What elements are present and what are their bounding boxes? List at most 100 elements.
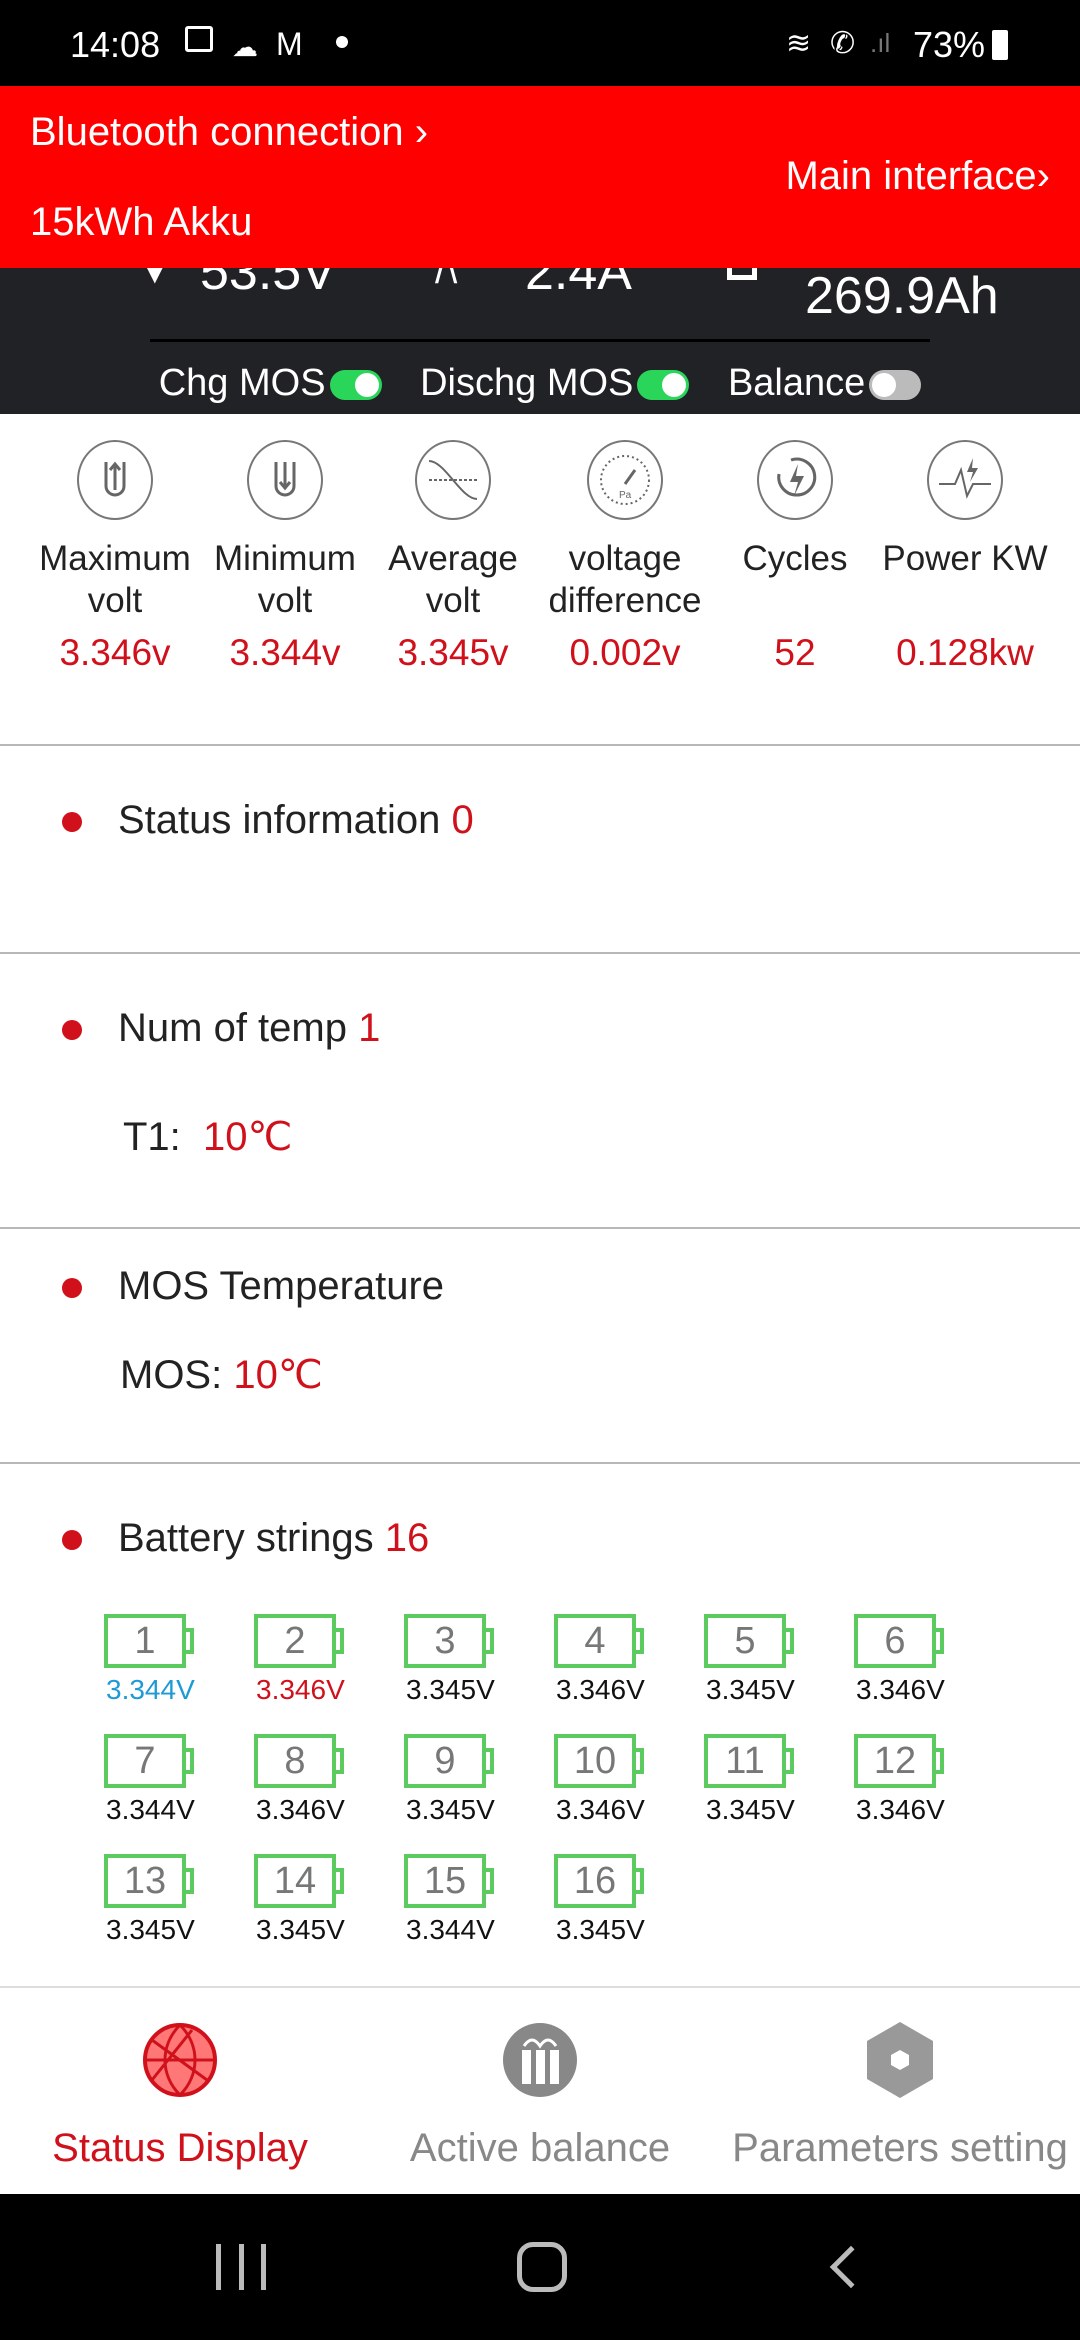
bluetooth-connection-link[interactable]: Bluetooth connection › <box>30 110 429 154</box>
num-of-temp: Num of temp 1 <box>118 1006 380 1051</box>
device-name: 15kWh Akku <box>30 200 253 244</box>
cell-voltage: 3.346V <box>556 1794 645 1825</box>
nav-parameters-setting[interactable]: Parameters setting <box>720 2020 1080 2171</box>
back-button[interactable] <box>829 2245 873 2289</box>
nav-label: Parameters setting <box>732 2126 1068 2170</box>
chg-mos-label: Chg MOS <box>158 362 326 404</box>
metric-voltage-difference: Pa voltage difference 0.002v <box>540 440 710 674</box>
metric-label: voltage difference <box>548 539 702 620</box>
bullet-icon <box>62 1020 82 1040</box>
nav-active-balance[interactable]: Active balance <box>360 2020 720 2171</box>
balance-toggle[interactable] <box>869 369 922 400</box>
battery-cell: 11 3.345V <box>674 1734 824 1826</box>
settings-hex-icon <box>867 2022 933 2098</box>
cell-number: 4 <box>554 1614 636 1668</box>
bullet-icon <box>62 812 82 832</box>
battery-cell: 3 3.345V <box>374 1614 524 1706</box>
wifi-icon: ≋ <box>786 27 812 60</box>
metric-avg-volt: Average volt 3.345v <box>368 440 538 674</box>
summary-panel: ▼ 53.5V /\ 2.4A 269.9Ah Chg MOS Dischg M… <box>0 268 1080 414</box>
metric-value: 3.344v <box>229 632 341 673</box>
cell-voltage: 3.346V <box>856 1794 945 1825</box>
cell-voltage: 3.345V <box>556 1914 645 1945</box>
min-volt-icon <box>247 440 323 520</box>
metric-min-volt: Minimum volt 3.344v <box>200 440 370 674</box>
balance-icon <box>503 2023 577 2097</box>
battery-cell-icon: 11 <box>704 1734 794 1788</box>
recent-apps-button[interactable] <box>216 2244 266 2290</box>
metric-label: Power KW <box>882 539 1048 578</box>
battery-cell: 8 3.346V <box>224 1734 374 1826</box>
battery-cell-icon: 5 <box>704 1614 794 1668</box>
metric-label: Maximum volt <box>39 539 191 620</box>
globe-icon <box>143 2023 217 2097</box>
wifi-call-icon: ✆ <box>830 27 856 60</box>
voltage-icon: ▼ <box>135 268 175 292</box>
cell-number: 2 <box>254 1614 336 1668</box>
cell-voltage: 3.346V <box>256 1674 345 1705</box>
battery-cell: 4 3.346V <box>524 1614 674 1706</box>
total-voltage: 53.5V <box>200 268 336 301</box>
cell-number: 12 <box>854 1734 936 1788</box>
cell-number: 13 <box>104 1854 186 1908</box>
t1-value: 10℃ <box>203 1115 293 1159</box>
divider <box>0 1462 1080 1464</box>
dischg-mos-toggle[interactable] <box>637 369 690 400</box>
nav-status-display[interactable]: Status Display <box>0 2020 360 2171</box>
battery-cell-icon: 10 <box>554 1734 644 1788</box>
battery-cell-icon: 15 <box>404 1854 494 1908</box>
t1-reading: T1: 10℃ <box>123 1114 292 1160</box>
home-button[interactable] <box>517 2242 567 2292</box>
metric-label: Average volt <box>388 539 518 620</box>
cell-voltage: 3.345V <box>106 1914 195 1945</box>
metric-max-volt: Maximum volt 3.346v <box>30 440 200 674</box>
battery-cell-icon: 9 <box>404 1734 494 1788</box>
battery-cell-icon: 7 <box>104 1734 194 1788</box>
battery-cell: 13 3.345V <box>74 1854 224 1946</box>
battery-cell-icon: 12 <box>854 1734 944 1788</box>
chg-mos-toggle[interactable] <box>329 369 382 400</box>
balance-label: Balance <box>727 362 866 404</box>
metric-value: 0.128kw <box>896 632 1034 673</box>
bullet-icon <box>62 1530 82 1550</box>
metric-label: Minimum volt <box>214 539 356 620</box>
battery-strings: Battery strings 16 <box>118 1516 429 1561</box>
divider <box>0 1227 1080 1229</box>
cell-voltage: 3.345V <box>406 1674 495 1705</box>
cell-number: 1 <box>104 1614 186 1668</box>
remaining-capacity: 269.9Ah <box>805 268 999 325</box>
cell-voltage: 3.344V <box>406 1914 495 1945</box>
cell-number: 16 <box>554 1854 636 1908</box>
cell-number: 3 <box>404 1614 486 1668</box>
svg-text:Pa: Pa <box>619 490 632 501</box>
battery-icon <box>992 30 1008 60</box>
cell-number: 11 <box>704 1734 786 1788</box>
battery-cell: 10 3.346V <box>524 1734 674 1826</box>
temp-count: 1 <box>358 1006 381 1050</box>
divider <box>0 1986 1080 1988</box>
current-icon: /\ <box>435 268 458 292</box>
main-interface-link[interactable]: Main interface› <box>785 154 1050 198</box>
nav-label: Status Display <box>52 2126 308 2170</box>
avg-volt-icon <box>415 440 491 520</box>
battery-cell: 5 3.345V <box>674 1614 824 1706</box>
battery-cell-icon: 8 <box>254 1734 344 1788</box>
status-information: Status information 0 <box>118 798 474 843</box>
strings-count: 16 <box>384 1516 430 1560</box>
bullet-icon <box>62 1278 82 1298</box>
temp-label: Num of temp <box>118 1006 347 1050</box>
status-bar: 14:08 ☁ M ≋ ✆ .ıl 73% <box>0 0 1080 86</box>
mos-reading: MOS: 10℃ <box>120 1352 323 1398</box>
battery-cell-icon: 16 <box>554 1854 644 1908</box>
clock: 14:08 <box>70 24 161 65</box>
metric-value: 52 <box>774 632 816 673</box>
battery-cell: 1 3.344V <box>74 1614 224 1706</box>
battery-cell: 12 3.346V <box>824 1734 974 1826</box>
status-info-label: Status information <box>118 798 441 842</box>
battery-cell-icon: 4 <box>554 1614 644 1668</box>
mos-value: 10℃ <box>233 1353 323 1397</box>
mos-label: MOS: <box>120 1353 223 1397</box>
battery-cell-icon: 1 <box>104 1614 194 1668</box>
battery-cell: 7 3.344V <box>74 1734 224 1826</box>
gallery-icon <box>185 26 213 52</box>
